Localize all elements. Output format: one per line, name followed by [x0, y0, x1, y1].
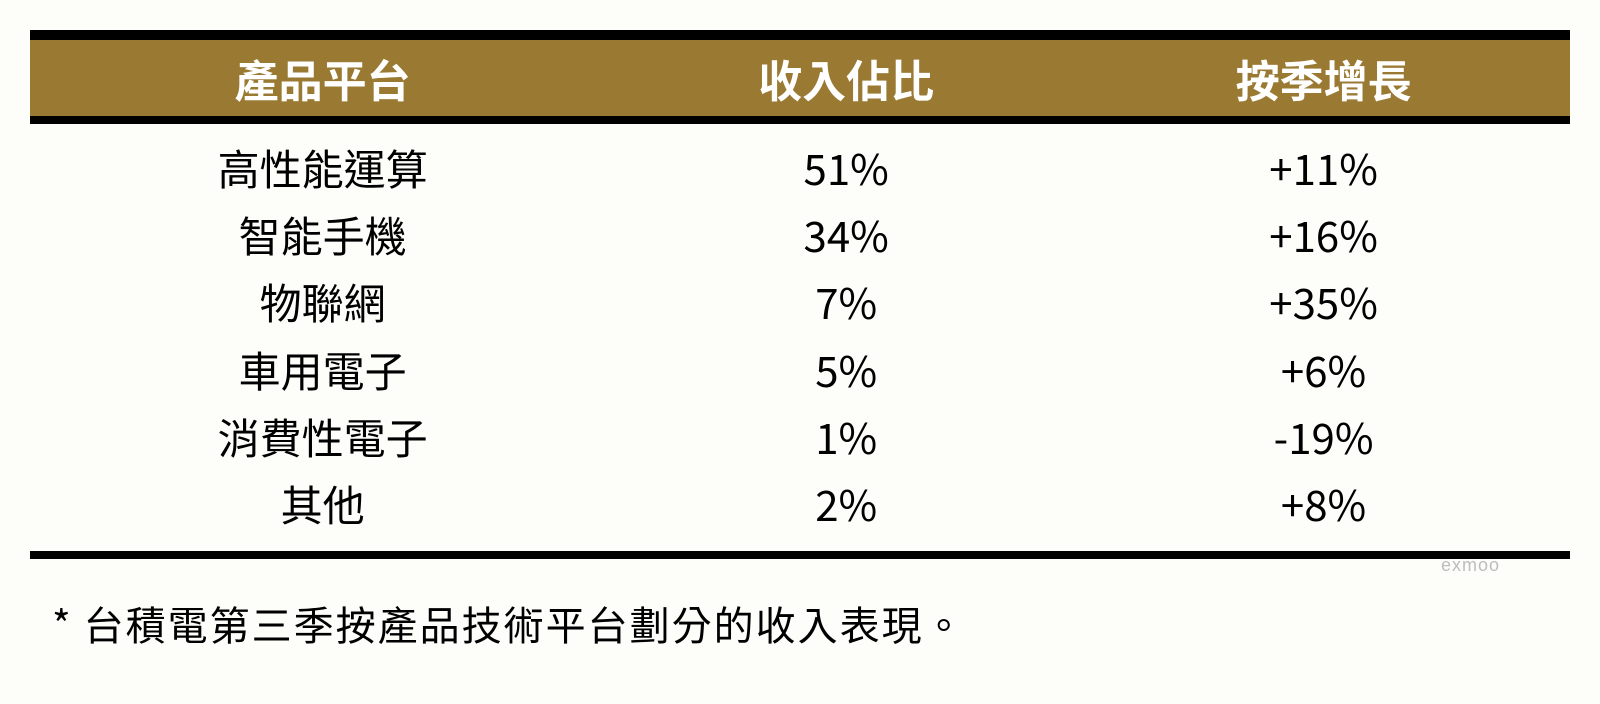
cell-qoq: -19%	[1077, 403, 1570, 470]
table-row: 智能手機 34% +16%	[30, 201, 1570, 268]
cell-platform: 物聯網	[30, 268, 615, 335]
cell-share: 7%	[615, 268, 1077, 335]
cell-platform: 車用電子	[30, 336, 615, 403]
table-row: 車用電子 5% +6%	[30, 336, 1570, 403]
cell-share: 2%	[615, 470, 1077, 537]
header-col-platform: 產品平台	[30, 46, 615, 110]
header-col-qoq: 按季增長	[1077, 46, 1570, 110]
header-col-share: 收入佔比	[615, 46, 1077, 110]
cell-qoq: +16%	[1077, 201, 1570, 268]
cell-share: 1%	[615, 403, 1077, 470]
table-mid-rule	[30, 116, 1570, 124]
cell-platform: 其他	[30, 470, 615, 537]
cell-qoq: +8%	[1077, 470, 1570, 537]
table-top-rule	[30, 30, 1570, 40]
table-header-row: 產品平台 收入佔比 按季增長	[30, 40, 1570, 116]
table-row: 其他 2% +8%	[30, 470, 1570, 537]
cell-platform: 高性能運算	[30, 134, 615, 201]
cell-share: 5%	[615, 336, 1077, 403]
cell-qoq: +35%	[1077, 268, 1570, 335]
cell-qoq: +11%	[1077, 134, 1570, 201]
table-row: 消費性電子 1% -19%	[30, 403, 1570, 470]
cell-platform: 智能手機	[30, 201, 615, 268]
watermark-text: exmoo	[30, 555, 1570, 576]
cell-share: 51%	[615, 134, 1077, 201]
table-row: 高性能運算 51% +11%	[30, 134, 1570, 201]
table-body: 高性能運算 51% +11% 智能手機 34% +16% 物聯網 7% +35%…	[30, 124, 1570, 551]
footnote-text: * 台積電第三季按產品技術平台劃分的收入表現。	[30, 576, 1570, 652]
table-row: 物聯網 7% +35%	[30, 268, 1570, 335]
cell-share: 34%	[615, 201, 1077, 268]
cell-qoq: +6%	[1077, 336, 1570, 403]
cell-platform: 消費性電子	[30, 403, 615, 470]
